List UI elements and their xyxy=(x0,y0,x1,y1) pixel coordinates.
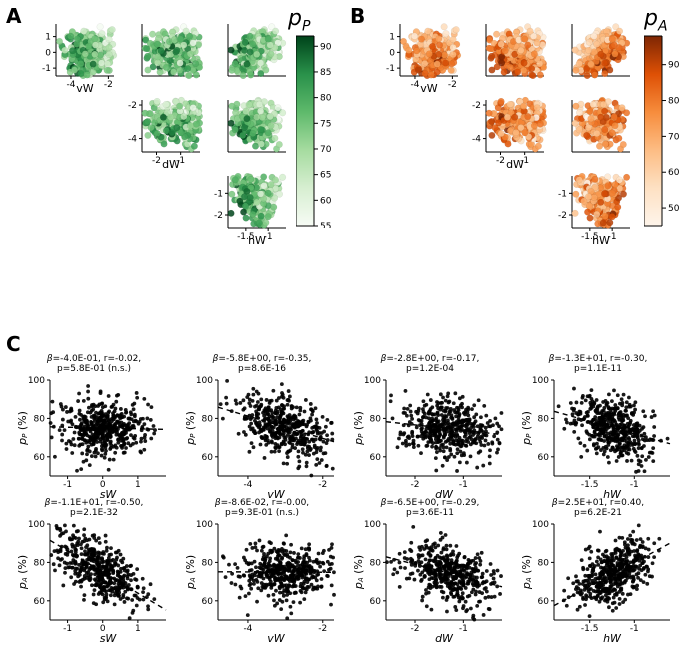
scatter-vW-vs-hW-pA xyxy=(550,96,634,170)
svg-text:-4: -4 xyxy=(410,80,419,90)
svg-text:-4: -4 xyxy=(128,135,137,145)
svg-text:70: 70 xyxy=(668,132,680,142)
svg-text:sW: sW xyxy=(378,42,379,59)
svg-text:-1: -1 xyxy=(386,64,395,74)
scatter-sW-vs-dW-pP xyxy=(120,20,204,94)
svg-text:0: 0 xyxy=(389,48,395,58)
regression-p_P-vs-dW: -2-16080100dWpP (%) xyxy=(352,376,508,500)
regression-p_P-vs-hW: -1.5-16080100hWpP (%) xyxy=(520,376,676,500)
stats-p_P-vs-hW: β=-1.3E+01, r=-0.30,p=1.1E-11 xyxy=(523,354,673,375)
svg-text:1: 1 xyxy=(135,480,141,490)
svg-text:90: 90 xyxy=(320,42,332,52)
svg-text:vW: vW xyxy=(420,82,438,94)
svg-text:0: 0 xyxy=(45,48,51,58)
svg-text:90: 90 xyxy=(668,61,680,71)
svg-text:pP (%): pP (%) xyxy=(184,411,197,446)
svg-text:75: 75 xyxy=(320,119,331,129)
panel-label-b: B xyxy=(350,4,365,28)
svg-text:-2: -2 xyxy=(104,80,113,90)
svg-text:dW: dW xyxy=(162,158,180,170)
svg-text:-1: -1 xyxy=(459,480,468,490)
svg-text:sW: sW xyxy=(34,42,35,59)
svg-text:-2: -2 xyxy=(496,156,505,166)
panel-label-a: A xyxy=(6,4,21,28)
svg-text:-1: -1 xyxy=(214,189,223,199)
scatter-vW-vs-hW-pP xyxy=(206,96,290,170)
svg-text:dW: dW xyxy=(506,158,524,170)
svg-text:-4: -4 xyxy=(243,480,252,490)
svg-text:65: 65 xyxy=(320,171,331,181)
svg-text:50: 50 xyxy=(668,204,680,214)
svg-text:-4: -4 xyxy=(66,80,75,90)
svg-text:-2: -2 xyxy=(214,211,223,221)
regression-p_P-vs-vW: -4-26080100vWpP (%) xyxy=(184,376,340,500)
svg-text:1: 1 xyxy=(389,33,395,43)
svg-text:pP (%): pP (%) xyxy=(352,411,365,446)
scatter-sW-vs-hW-pP xyxy=(206,20,290,94)
svg-text:dW: dW xyxy=(550,193,551,211)
svg-text:60: 60 xyxy=(202,453,214,463)
svg-text:-1: -1 xyxy=(42,64,51,74)
stats-p_A-vs-sW: β=-1.1E+01, r=-0.50,p=2.1E-32 xyxy=(19,498,169,519)
stats-p_A-vs-vW: β=-8.6E-02, r=-0.00,p=9.3E-01 (n.s.) xyxy=(187,498,337,519)
scatter-sW-vs-vW-pP: -4 -2 -1 0 1 vW sW xyxy=(34,20,118,94)
stats-p_P-vs-sW: β=-4.0E-01, r=-0.02,p=5.8E-01 (n.s.) xyxy=(19,354,169,375)
colorbar-pP: 55 60 65 70 75 80 85 90 xyxy=(296,34,346,228)
svg-text:100: 100 xyxy=(28,376,45,386)
scatter-dW-vs-hW-pA: -1.5-1-2-1hWdW xyxy=(550,172,634,246)
svg-text:vW: vW xyxy=(120,117,121,135)
scatter-sW-vs-dW-pA xyxy=(464,20,548,94)
stats-p_P-vs-dW: β=-2.8E+00, r=-0.17,p=1.2E-04 xyxy=(355,354,505,375)
svg-text:-1: -1 xyxy=(558,189,567,199)
regression-p_P-vs-sW: -1016080100sWpP (%) xyxy=(16,376,172,500)
svg-text:-2: -2 xyxy=(448,80,457,90)
svg-text:80: 80 xyxy=(320,94,332,104)
svg-text:60: 60 xyxy=(668,168,680,178)
scatter-vW-vs-dW-pA: -2-1-4-2dWvW xyxy=(464,96,548,170)
svg-text:80: 80 xyxy=(668,97,680,107)
colorbar-title-pP: pP xyxy=(288,6,310,34)
svg-text:hW: hW xyxy=(592,234,610,246)
svg-text:80: 80 xyxy=(34,414,46,424)
svg-text:60: 60 xyxy=(320,196,332,206)
svg-text:80: 80 xyxy=(370,414,382,424)
svg-text:55: 55 xyxy=(320,222,331,228)
svg-text:-2: -2 xyxy=(472,101,481,111)
stats-p_A-vs-hW: β=2.5E+01, r=0.40,p=6.2E-21 xyxy=(523,498,673,519)
scatter-sW-vs-hW-pA xyxy=(550,20,634,94)
colorbar-title-pA: pA xyxy=(644,6,668,34)
regression-p_A-vs-hW: -1.5-16080100hWpA (%) xyxy=(520,520,676,644)
svg-text:80: 80 xyxy=(202,414,214,424)
svg-text:vW: vW xyxy=(76,82,94,94)
svg-text:-2: -2 xyxy=(558,211,567,221)
svg-text:-2: -2 xyxy=(318,480,327,490)
svg-text:60: 60 xyxy=(370,453,382,463)
scatter-dW-vs-hW-pP: -1.5-1-2-1hWdW xyxy=(206,172,290,246)
regression-p_A-vs-sW: -1016080100sWpA (%) xyxy=(16,520,172,644)
svg-text:100: 100 xyxy=(196,376,213,386)
svg-text:pP (%): pP (%) xyxy=(16,411,29,446)
svg-text:-2: -2 xyxy=(128,101,137,111)
regression-p_A-vs-dW: -2-16080100dWpA (%) xyxy=(352,520,508,644)
stats-p_A-vs-dW: β=-6.5E+00, r=-0.29,p=3.6E-11 xyxy=(355,498,505,519)
svg-text:dW: dW xyxy=(206,193,207,211)
svg-text:hW: hW xyxy=(248,234,266,246)
colorbar-pA: 50 60 70 80 90 xyxy=(644,34,694,228)
svg-text:60: 60 xyxy=(34,453,46,463)
scatter-vW-vs-dW-pP: -2-1-4-2dWvW xyxy=(120,96,204,170)
svg-text:85: 85 xyxy=(320,68,331,78)
stats-p_P-vs-vW: β=-5.8E+00, r=-0.35,p=8.6E-16 xyxy=(187,354,337,375)
svg-text:100: 100 xyxy=(364,376,381,386)
scatter-sW-vs-vW-pA: -4 -2 -1 0 1 vW sW xyxy=(378,20,462,94)
regression-p_A-vs-vW: -4-26080100vWpA (%) xyxy=(184,520,340,644)
svg-text:-2: -2 xyxy=(152,156,161,166)
svg-text:70: 70 xyxy=(320,145,332,155)
svg-text:-2: -2 xyxy=(411,480,420,490)
svg-text:-4: -4 xyxy=(472,135,481,145)
svg-text:1: 1 xyxy=(45,33,51,43)
svg-text:vW: vW xyxy=(464,117,465,135)
panel-label-c: C xyxy=(6,332,21,356)
svg-text:-1: -1 xyxy=(63,480,72,490)
